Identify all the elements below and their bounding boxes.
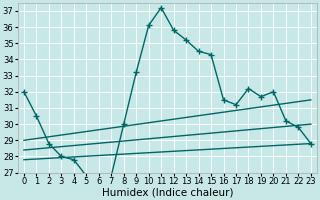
X-axis label: Humidex (Indice chaleur): Humidex (Indice chaleur) [102, 187, 233, 197]
